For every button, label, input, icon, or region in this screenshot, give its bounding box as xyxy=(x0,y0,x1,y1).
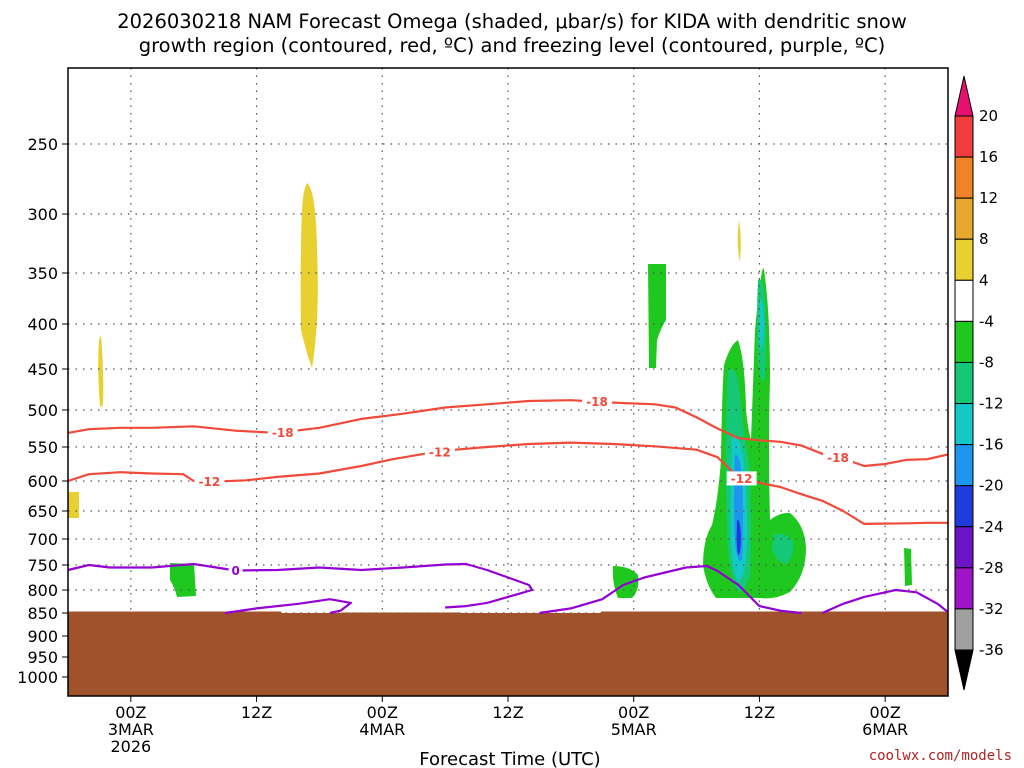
contour-label-bg xyxy=(424,444,455,459)
omega-yellow-edge xyxy=(68,492,79,518)
colorbar-swatch xyxy=(954,279,974,322)
contour-label: 0 xyxy=(231,564,239,578)
omega-green-column-a xyxy=(648,264,666,368)
y-tick-label: 450 xyxy=(27,360,58,379)
y-axis: 250 300 350 400 450 500 550 600 650 700 750 800 850 9… xyxy=(17,135,68,687)
colorbar-tick-label: -36 xyxy=(979,641,1004,659)
colorbar-swatch xyxy=(954,320,974,363)
x-tick-label: 6MAR xyxy=(862,720,908,739)
colorbar-swatch xyxy=(954,115,974,158)
x-tick-label: 00Z xyxy=(618,703,649,722)
x-axis-label: Forecast Time (UTC) xyxy=(419,749,600,768)
omega-yellow-column-a xyxy=(98,335,104,407)
y-tick-label: 550 xyxy=(27,438,58,457)
contour-label: -18 xyxy=(586,395,608,409)
colorbar-tick-label: -24 xyxy=(979,518,1004,536)
colorbar-tick-label: -4 xyxy=(979,312,994,330)
contour-label-bg xyxy=(726,471,757,486)
plot-area: -18 -18 -18 -12 -12 -12 0 xyxy=(67,67,949,697)
colorbar-tick-label: 20 xyxy=(979,107,998,125)
contour-label-bg xyxy=(582,394,613,409)
y-tick-label: 900 xyxy=(27,627,58,646)
y-tick-label: 800 xyxy=(27,581,58,600)
contour-label: -12 xyxy=(199,475,221,489)
x-tick-label: 12Z xyxy=(492,703,523,722)
y-tick-label: 400 xyxy=(27,315,58,334)
colorbar-swatch xyxy=(954,608,974,651)
omega-green-blob-c xyxy=(612,566,639,598)
colorbar-tick-label: 8 xyxy=(979,230,989,248)
y-tick-label: 700 xyxy=(27,530,58,549)
colorbar-tick-label: -12 xyxy=(979,395,1004,413)
plot-background xyxy=(68,68,948,696)
y-tick-label: 300 xyxy=(27,205,58,224)
colorbar-tick-label: -32 xyxy=(979,600,1004,618)
contour-label-bg xyxy=(267,425,298,440)
chart-title-line1: 2026030218 NAM Forecast Omega (shaded, μ… xyxy=(117,10,907,33)
colorbar: 20 16 12 8 4 -4 -8 -12 -16 -20 -24 -28 -32 -36 xyxy=(954,75,1004,691)
colorbar-swatch xyxy=(954,197,974,240)
terrain-top-edge xyxy=(68,611,948,618)
contour-labels: -18 -18 -18 -12 -12 -12 0 xyxy=(194,394,853,578)
omega-yellow-column-b xyxy=(300,183,318,368)
y-tick-label: 950 xyxy=(27,648,58,667)
contour-label: -12 xyxy=(429,445,451,459)
contour-label-bg xyxy=(194,474,225,489)
x-tick-label: 00Z xyxy=(367,703,398,722)
y-tick-label: 600 xyxy=(27,472,58,491)
colorbar-tick-label: -16 xyxy=(979,436,1004,454)
credit-text: coolwx.com/models xyxy=(869,748,1012,764)
colorbar-swatch xyxy=(954,156,974,199)
contour-label: -12 xyxy=(731,472,753,486)
colorbar-swatch xyxy=(954,238,974,281)
y-tick-label: 250 xyxy=(27,135,58,154)
contour-label-bg xyxy=(228,563,243,578)
colorbar-arrow-top xyxy=(954,75,974,117)
colorbar-tick-label: -20 xyxy=(979,477,1004,495)
contour-line xyxy=(821,588,949,615)
omega-cyan-upper xyxy=(758,299,764,350)
x-tick-label: 4MAR xyxy=(359,720,405,739)
y-tick-label: 850 xyxy=(27,604,58,623)
colorbar-tick-label: 4 xyxy=(979,271,989,289)
x-tick-label: 00Z xyxy=(115,703,146,722)
colorbar-tick-label: -28 xyxy=(979,559,1004,577)
contour-line xyxy=(539,564,802,615)
omega-green-blob-low xyxy=(170,563,196,597)
x-tick-label: 2026 xyxy=(110,737,151,756)
colorbar-swatch xyxy=(954,403,974,446)
contour-line xyxy=(67,562,534,609)
contour-label-bg xyxy=(823,450,853,465)
omega-dark-blue-core xyxy=(736,519,741,555)
colorbar-swatch xyxy=(954,567,974,610)
colorbar-arrow-bottom xyxy=(954,649,974,691)
x-tick-label: 3MAR xyxy=(108,720,154,739)
y-tick-label: 650 xyxy=(27,502,58,521)
colorbar-swatch xyxy=(954,444,974,487)
y-tick-label: 750 xyxy=(27,556,58,575)
x-tick-label: 00Z xyxy=(869,703,900,722)
contour-label: -18 xyxy=(827,451,849,465)
contour-line xyxy=(224,598,352,615)
colorbar-swatch xyxy=(954,526,974,569)
y-tick-label: 350 xyxy=(27,264,58,283)
omega-teal-side xyxy=(772,533,794,564)
colorbar-swatch xyxy=(954,361,974,405)
chart-title-line2: growth region (contoured, red, ºC) and f… xyxy=(139,34,886,57)
terrain-fill xyxy=(68,613,948,696)
x-tick-label: 12Z xyxy=(744,703,775,722)
colorbar-tick-label: 16 xyxy=(979,148,998,166)
contour-label: -18 xyxy=(272,426,294,440)
omega-green-blob-e xyxy=(904,548,912,586)
y-tick-label: 500 xyxy=(27,401,58,420)
colorbar-swatch xyxy=(954,485,974,528)
x-tick-label: 12Z xyxy=(241,703,272,722)
colorbar-tick-label: -8 xyxy=(979,353,994,371)
omega-yellow-column-c xyxy=(737,220,741,262)
colorbar-tick-label: 12 xyxy=(979,189,998,207)
y-tick-label: 1000 xyxy=(17,668,58,687)
x-tick-label: 5MAR xyxy=(611,720,657,739)
